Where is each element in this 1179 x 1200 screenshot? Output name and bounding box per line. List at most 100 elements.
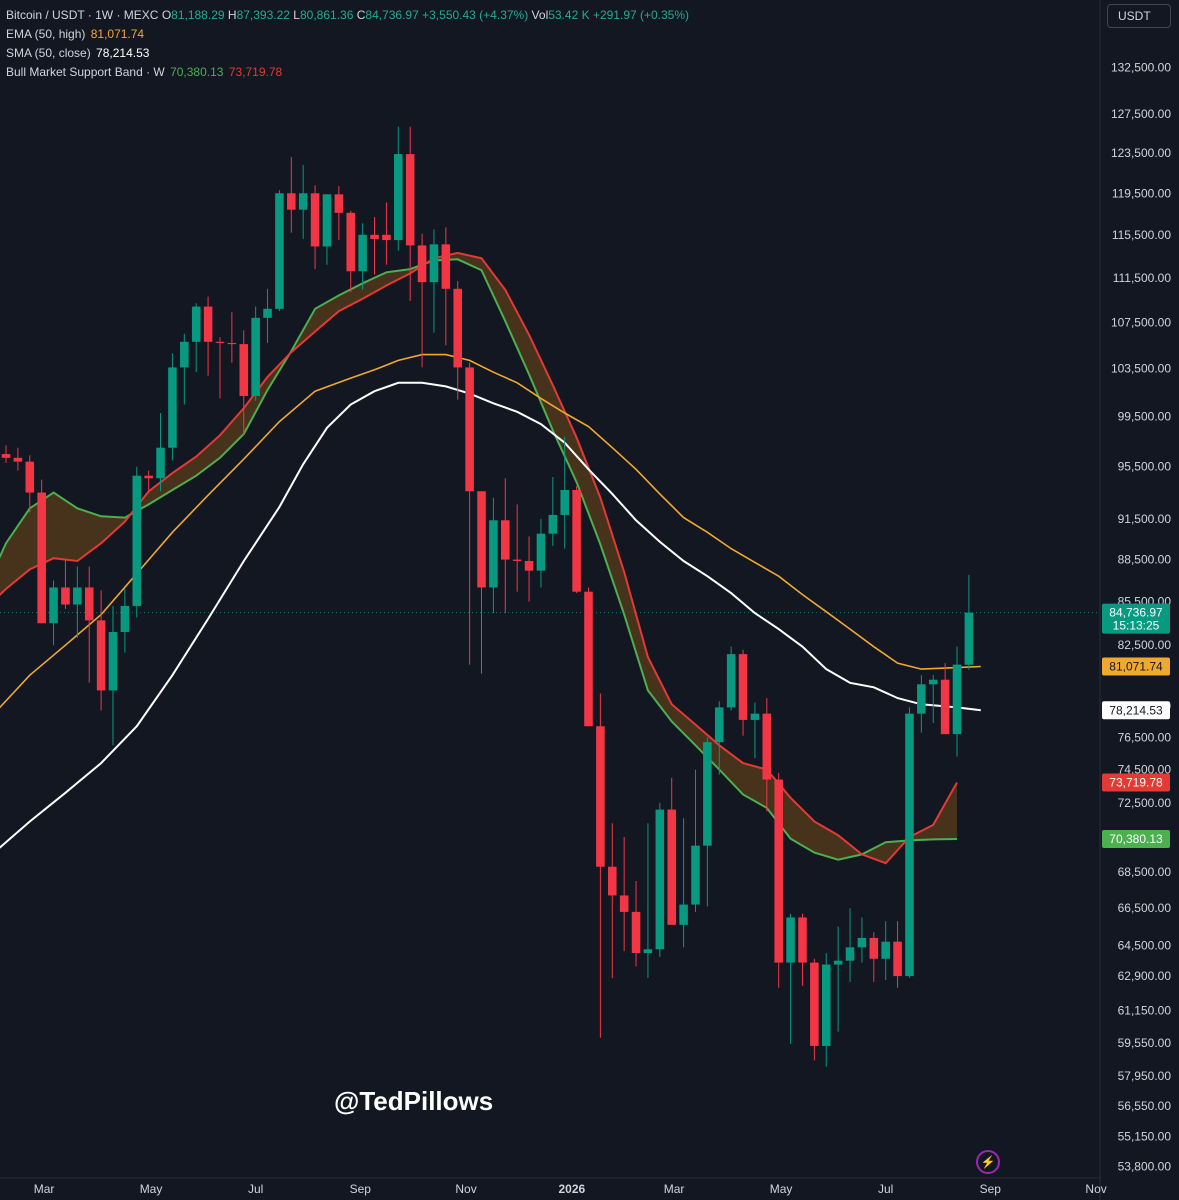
- symbol-label[interactable]: Bitcoin / USDT · 1W · MEXC: [6, 8, 159, 22]
- time-tick-label: Nov: [1085, 1182, 1106, 1196]
- candle-body[interactable]: [750, 713, 760, 720]
- candle-body[interactable]: [1, 454, 11, 458]
- candle-body[interactable]: [108, 631, 118, 691]
- sma-line[interactable]: [0, 381, 981, 853]
- candle-body[interactable]: [13, 457, 23, 462]
- candle-body[interactable]: [774, 779, 783, 963]
- lightning-icon[interactable]: ⚡: [976, 1150, 1000, 1174]
- candle-body[interactable]: [964, 612, 974, 665]
- candle-body[interactable]: [596, 726, 605, 867]
- candle-body[interactable]: [227, 342, 237, 345]
- candle-body[interactable]: [667, 809, 676, 925]
- candle-body[interactable]: [607, 866, 617, 896]
- candle-body[interactable]: [560, 489, 569, 515]
- candle-body[interactable]: [548, 514, 558, 534]
- legend-sma-row[interactable]: SMA (50, close) 78,214.53: [6, 44, 689, 63]
- candle-body[interactable]: [310, 193, 320, 247]
- candle-body[interactable]: [287, 193, 296, 210]
- candle-body[interactable]: [180, 341, 189, 368]
- legend-bmsb-row[interactable]: Bull Market Support Band · W 70,380.13 7…: [6, 63, 689, 82]
- candle-body[interactable]: [61, 587, 70, 605]
- candle-body[interactable]: [477, 491, 486, 588]
- candle-body[interactable]: [25, 461, 35, 493]
- candle-body[interactable]: [191, 306, 201, 342]
- candle-body[interactable]: [394, 154, 403, 241]
- candle-body[interactable]: [798, 917, 807, 963]
- candle-body[interactable]: [524, 560, 534, 571]
- candle-body[interactable]: [263, 308, 272, 318]
- candle-body[interactable]: [536, 533, 546, 571]
- candle-body[interactable]: [441, 244, 451, 289]
- candle-body[interactable]: [786, 917, 795, 963]
- candle-body[interactable]: [762, 713, 772, 780]
- candle-body[interactable]: [703, 742, 712, 846]
- candle-body[interactable]: [869, 937, 879, 959]
- candle-body[interactable]: [619, 895, 629, 912]
- price-tick-label: 103,500.00: [1111, 362, 1171, 376]
- time-tick-label: May: [770, 1182, 793, 1196]
- candle-body[interactable]: [215, 341, 225, 343]
- candle-body[interactable]: [845, 947, 855, 961]
- currency-unit-button[interactable]: USDT: [1107, 4, 1171, 28]
- candle-body[interactable]: [810, 962, 819, 1046]
- candle-body[interactable]: [96, 620, 106, 691]
- candle-body[interactable]: [370, 234, 379, 240]
- ema-line[interactable]: [0, 353, 981, 714]
- candle-body[interactable]: [84, 587, 94, 621]
- candle-body[interactable]: [489, 520, 498, 588]
- candle-body[interactable]: [631, 911, 641, 954]
- candle-body[interactable]: [49, 587, 58, 624]
- candle-body[interactable]: [453, 288, 463, 368]
- bmsb-low-line[interactable]: [0, 258, 958, 861]
- candle-body[interactable]: [952, 664, 962, 735]
- candle-body[interactable]: [643, 949, 653, 954]
- candle-body[interactable]: [132, 475, 142, 606]
- candle-body[interactable]: [346, 212, 356, 272]
- time-tick-label: May: [140, 1182, 163, 1196]
- candle-body[interactable]: [572, 489, 581, 592]
- candle-body[interactable]: [334, 194, 344, 213]
- candle-body[interactable]: [120, 605, 130, 632]
- candle-body[interactable]: [857, 937, 867, 948]
- candle-body[interactable]: [501, 520, 510, 560]
- candle-body[interactable]: [584, 591, 593, 727]
- candle-body[interactable]: [156, 447, 165, 479]
- candle-body[interactable]: [905, 713, 914, 977]
- legend-ema-row[interactable]: EMA (50, high) 81,071.74: [6, 25, 689, 44]
- candle-body[interactable]: [881, 941, 890, 959]
- candle-body[interactable]: [322, 194, 332, 247]
- candle-body[interactable]: [251, 317, 260, 397]
- price-tick-label: 111,500.00: [1113, 271, 1172, 285]
- candle-body[interactable]: [917, 684, 926, 714]
- candle-body[interactable]: [940, 679, 950, 735]
- candle-body[interactable]: [382, 234, 391, 241]
- candle-body[interactable]: [512, 559, 522, 561]
- candle-body[interactable]: [73, 587, 82, 605]
- candle-body[interactable]: [429, 244, 439, 283]
- candle-body[interactable]: [691, 845, 700, 905]
- candle-body[interactable]: [168, 367, 177, 448]
- bmsb-high-line[interactable]: [0, 251, 958, 865]
- candle-body[interactable]: [203, 306, 213, 342]
- candle-body[interactable]: [679, 904, 688, 925]
- candle-body[interactable]: [465, 367, 474, 492]
- candle-body[interactable]: [239, 344, 249, 397]
- candle-body[interactable]: [144, 475, 153, 479]
- candle-body[interactable]: [928, 679, 938, 685]
- candle-body[interactable]: [833, 960, 843, 965]
- change-value: +3,550.43 (+4.37%): [422, 8, 529, 22]
- candle-body[interactable]: [714, 707, 724, 743]
- candle-body[interactable]: [726, 654, 736, 708]
- candle-body[interactable]: [37, 492, 46, 624]
- candle-body[interactable]: [893, 941, 902, 977]
- candle-body[interactable]: [358, 234, 367, 272]
- time-tick-label: Jul: [248, 1182, 263, 1196]
- candle-body[interactable]: [417, 245, 427, 283]
- candle-body[interactable]: [275, 193, 284, 309]
- candle-body[interactable]: [738, 654, 748, 720]
- candle-body[interactable]: [298, 193, 308, 210]
- candle-body[interactable]: [655, 809, 665, 950]
- candle-body[interactable]: [405, 154, 415, 246]
- candle-body[interactable]: [821, 964, 831, 1046]
